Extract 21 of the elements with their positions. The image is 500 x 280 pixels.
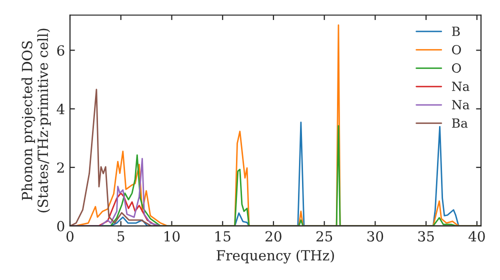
y-tick-label: 4 <box>56 104 64 114</box>
y-tick-label: 0 <box>57 220 64 232</box>
x-tick-label: 40 <box>468 231 485 242</box>
x-tick-label: 15 <box>215 231 230 242</box>
legend-label: Na <box>452 100 470 110</box>
x-tick-label: 25 <box>316 231 332 242</box>
y-axis-title: Phonon projected DOS (States/THz·primitive cell) <box>22 28 51 212</box>
x-tick-label: 10 <box>164 231 180 242</box>
legend-label: B <box>452 26 460 36</box>
x-tick-label: 35 <box>418 231 434 242</box>
legend-label: Na <box>452 82 470 92</box>
x-axis-title: Frequency (THz) <box>216 250 334 264</box>
x-tick-label: 5 <box>118 231 124 242</box>
legend-label: O <box>452 63 461 73</box>
legend-label: Ba <box>452 118 468 128</box>
x-tick-label: 0 <box>66 231 74 242</box>
x-tick-label: 20 <box>266 231 282 242</box>
y-tick-label: 6 <box>57 45 64 56</box>
legend-label: O <box>452 44 461 54</box>
y-tick-label: 2 <box>57 162 64 173</box>
x-tick-label: 30 <box>367 231 384 242</box>
